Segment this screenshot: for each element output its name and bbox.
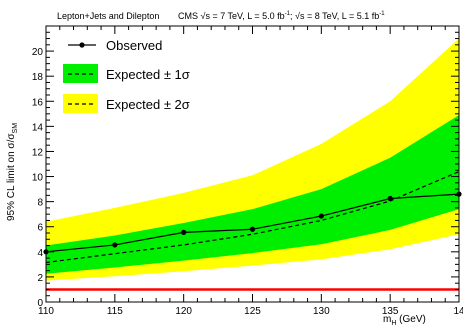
header-right: CMS √s = 7 TeV, L = 5.0 fb-1; √s = 8 TeV… — [178, 11, 385, 21]
x-tick-label: 125 — [244, 306, 261, 317]
observed-point — [112, 242, 118, 248]
x-tick-label: 120 — [175, 306, 192, 317]
observed-point — [387, 195, 393, 202]
legend-band1-swatch — [63, 64, 98, 83]
y-tick-label: 6 — [37, 223, 43, 234]
y-tick-label: 0 — [37, 298, 43, 309]
y-tick-label: 18 — [32, 72, 44, 83]
y-tick-label: 2 — [37, 273, 43, 284]
y-tick-label: 8 — [37, 198, 43, 209]
observed-point — [181, 229, 187, 235]
plot-area — [43, 26, 462, 302]
legend-band2-swatch — [63, 94, 98, 113]
x-tick-label: 115 — [107, 306, 123, 317]
band-1sigma — [46, 115, 459, 274]
y-tick-label: 14 — [32, 122, 44, 133]
legend-observed-label: Observed — [106, 38, 162, 53]
y-tick-label: 20 — [32, 47, 44, 58]
y-tick-label: 10 — [32, 173, 44, 184]
observed-point — [318, 213, 324, 219]
y-axis-label: 95% CL limit on σ/σSM — [6, 123, 19, 221]
x-tick-label: 14 — [453, 306, 463, 317]
legend-band2-label: Expected ± 2σ — [106, 97, 190, 112]
observed-point — [249, 226, 256, 232]
y-tick-label: 12 — [32, 147, 44, 158]
legend: Observed Expected ± 1σ Expected ± 2σ — [63, 38, 190, 113]
header-left: Lepton+Jets and Dilepton — [57, 11, 159, 21]
y-tick-label: 16 — [32, 97, 44, 108]
legend-observed-marker — [79, 42, 85, 48]
x-tick-label: 110 — [38, 306, 54, 317]
x-tick-label: 130 — [313, 306, 330, 317]
x-tick-label: 135 — [382, 306, 399, 317]
y-tick-label: 4 — [37, 248, 43, 259]
legend-band1-label: Expected ± 1σ — [106, 67, 190, 82]
x-axis-label: mH (GeV) — [383, 314, 426, 326]
